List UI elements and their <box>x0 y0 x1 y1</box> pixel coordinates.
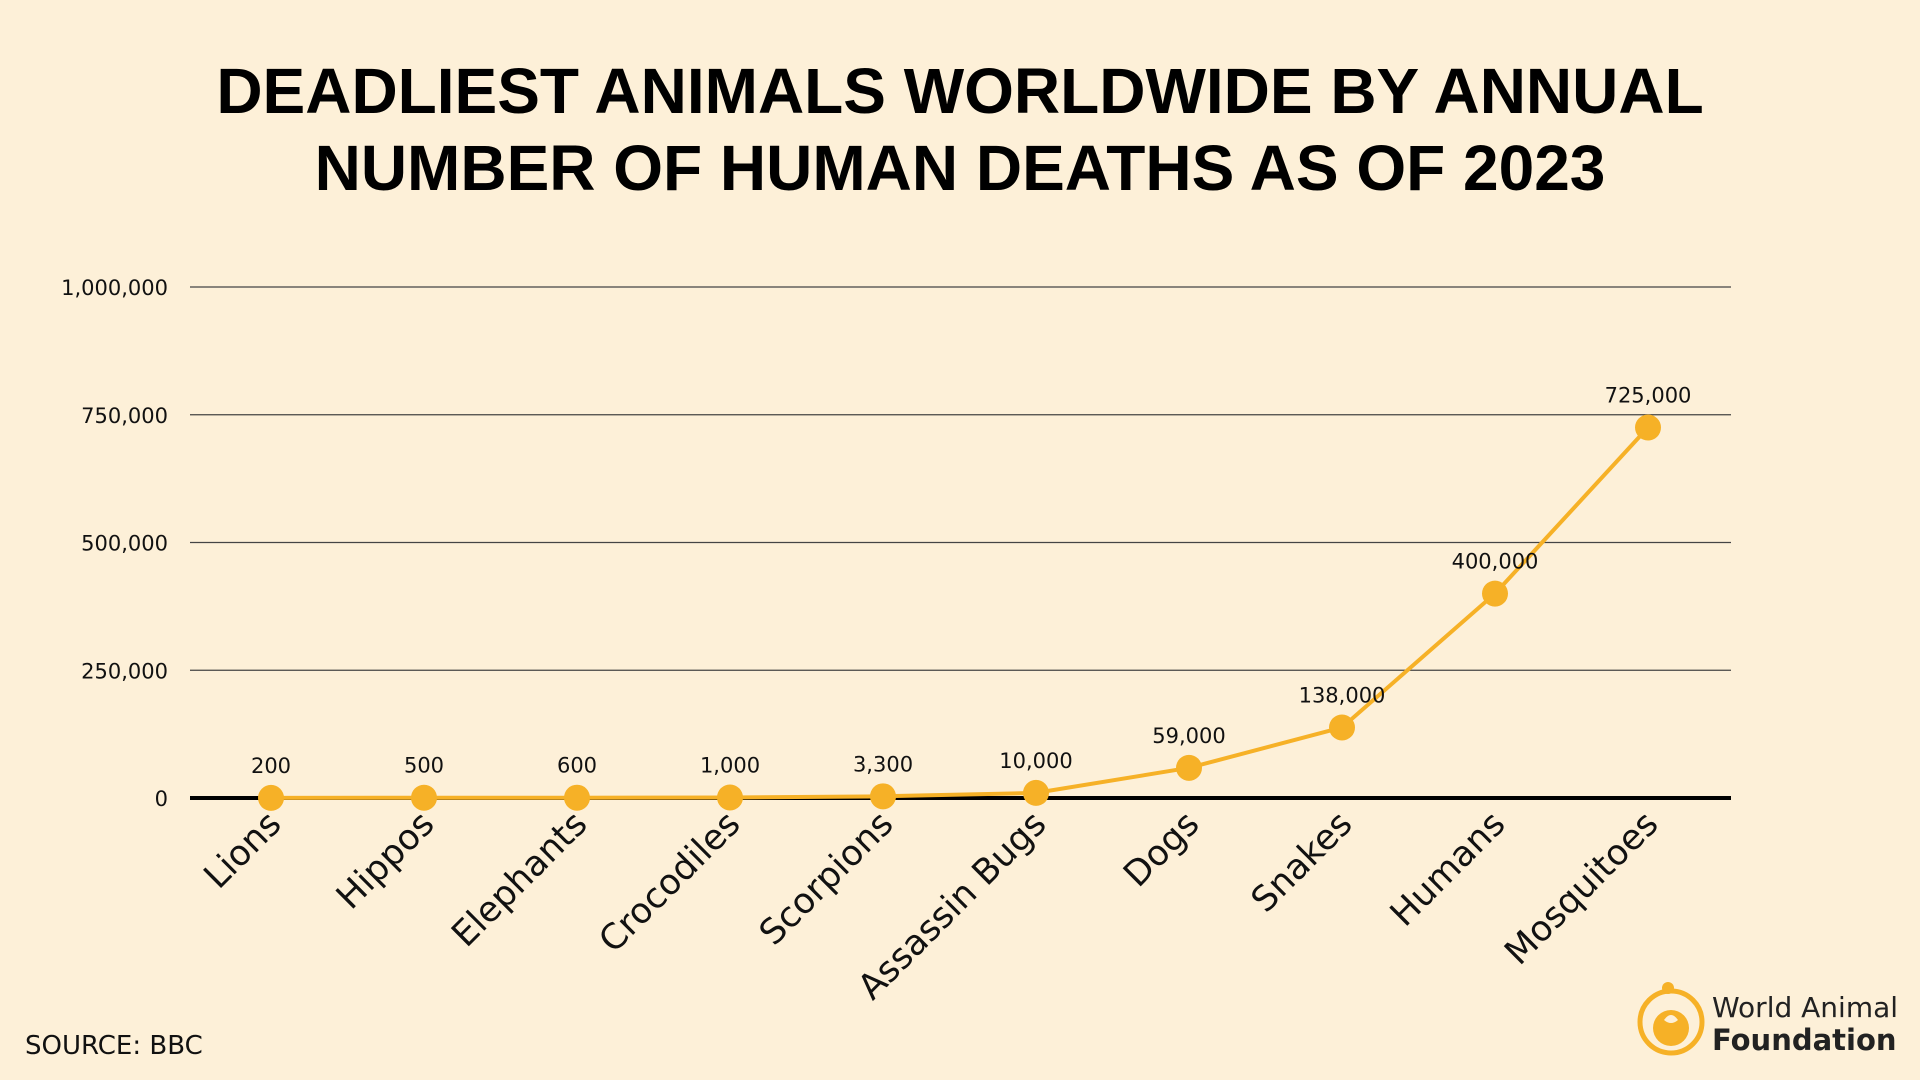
data-point <box>1176 754 1202 781</box>
data-point <box>870 783 896 810</box>
data-label: 3,300 <box>853 752 913 776</box>
data-label: 500 <box>404 754 444 778</box>
chart-title-line-1: DEADLIEST ANIMALS WORLDWIDE BY ANNUAL <box>216 55 1703 127</box>
data-point <box>1635 414 1661 441</box>
data-label: 600 <box>557 754 597 778</box>
data-label: 200 <box>251 754 291 778</box>
logo-text-line-2: Foundation <box>1712 1023 1897 1057</box>
y-tick-label: 750,000 <box>81 404 168 428</box>
data-point <box>411 784 437 811</box>
logo-text-line-1: World Animal <box>1712 991 1898 1024</box>
y-tick-label: 1,000,000 <box>61 276 168 300</box>
data-label: 59,000 <box>1152 724 1225 748</box>
data-point <box>564 784 590 811</box>
data-label: 400,000 <box>1452 550 1539 574</box>
source-note: SOURCE: BBC <box>25 1031 203 1061</box>
data-point <box>258 784 284 811</box>
logo: World Animal Foundation <box>1637 982 1898 1057</box>
data-point <box>1023 779 1049 806</box>
data-label: 1,000 <box>700 753 760 777</box>
data-point <box>1329 714 1355 741</box>
data-label: 10,000 <box>999 749 1072 773</box>
chart-title-line-2: NUMBER OF HUMAN DEATHS AS OF 2023 <box>315 132 1606 204</box>
data-point <box>1482 580 1508 607</box>
data-label: 725,000 <box>1605 384 1692 408</box>
data-label: 138,000 <box>1299 683 1386 707</box>
y-tick-label: 0 <box>155 787 168 811</box>
series-line <box>270 426 1650 800</box>
y-tick-label: 250,000 <box>81 659 168 683</box>
y-tick-label: 500,000 <box>81 532 168 556</box>
data-point <box>717 784 743 811</box>
animal-foundation-logo-icon <box>1637 982 1705 1056</box>
